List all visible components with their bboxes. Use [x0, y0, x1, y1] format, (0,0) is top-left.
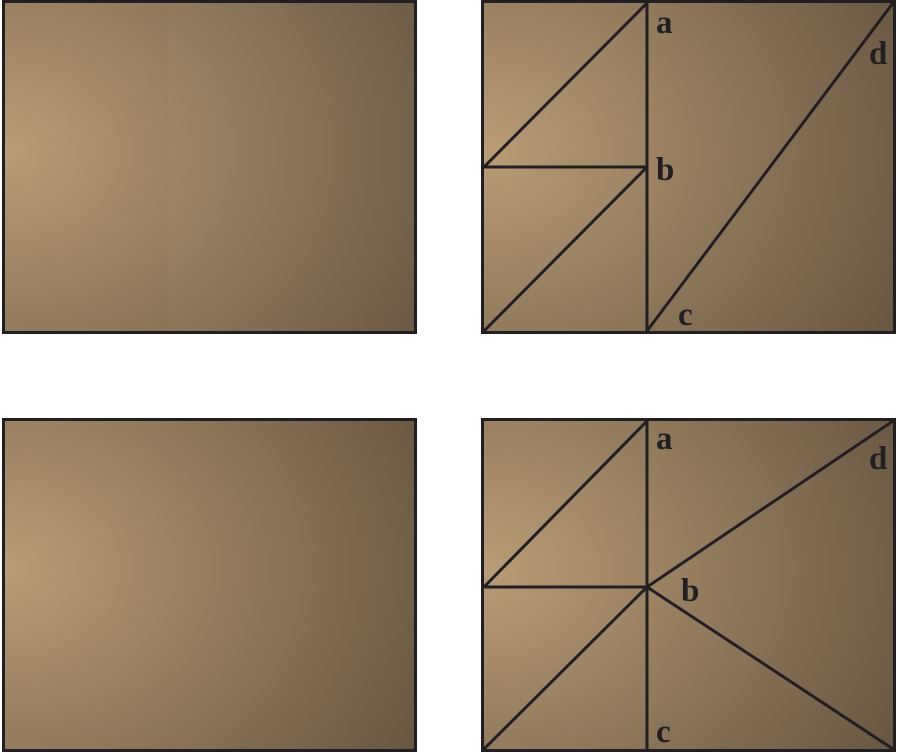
line-b-to-bottom-right [645, 585, 893, 749]
panel-bottom-left [2, 418, 417, 752]
panel-seam [168, 3, 414, 331]
panel-bottom-left-fill [5, 421, 414, 749]
panel-top-right-diagram: a b c d [484, 3, 893, 331]
line-b-to-d [645, 421, 893, 589]
panel-top-left-fill [5, 3, 414, 331]
label-b: b [681, 573, 699, 609]
panel-bottom-right-diagram: a b c d [484, 421, 893, 749]
label-a: a [656, 421, 673, 457]
label-c: c [656, 714, 671, 749]
label-a: a [656, 5, 673, 41]
line-bottom-left-to-b [484, 585, 649, 749]
line-bottom-left-to-b [484, 165, 649, 331]
line-c-to-d [645, 3, 893, 331]
label-b: b [656, 152, 674, 188]
label-c: c [678, 297, 693, 331]
panel-bottom-right: a b c d [481, 418, 896, 752]
label-d: d [869, 441, 887, 477]
line-left-mid-to-a [484, 421, 649, 589]
panel-top-right: a b c d [481, 0, 896, 334]
label-d: d [869, 36, 887, 72]
line-left-mid-to-a [484, 3, 649, 169]
panel-top-left [2, 0, 417, 334]
